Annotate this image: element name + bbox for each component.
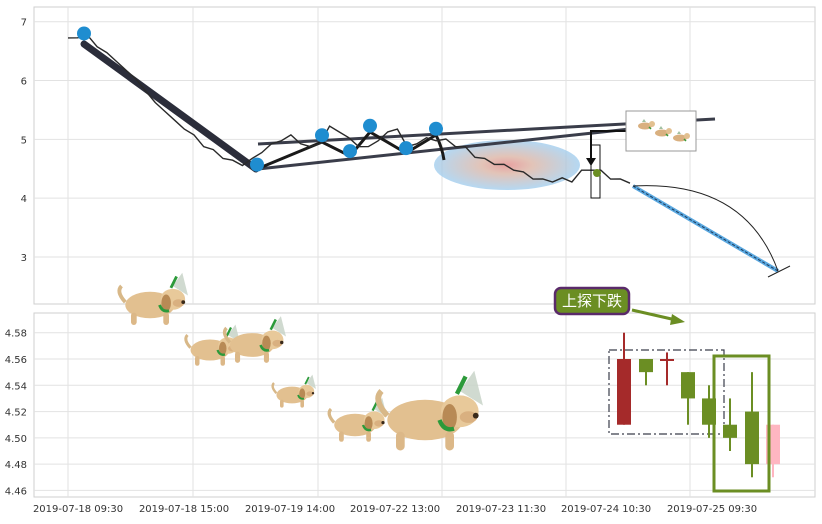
- x-axis-labels: 2019-07-18 09:30 2019-07-18 15:00 2019-07-…: [33, 504, 757, 515]
- bottom-y-tick-label: 4.56: [5, 355, 27, 366]
- x-tick-label: 2019-07-19 14:00: [245, 504, 335, 515]
- x-tick-label: 2019-07-18 15:00: [139, 504, 229, 515]
- bottom-y-axis: 4.46 4.48 4.50 4.52 4.54 4.56 4.58: [5, 329, 27, 498]
- candle-body: [681, 372, 695, 399]
- top-y-tick-label: 5: [21, 135, 27, 146]
- lower-channel-line: [257, 127, 631, 171]
- bottom-y-tick-label: 4.48: [5, 460, 27, 471]
- thumbnail-sticker: [625, 110, 697, 152]
- current-point-marker: [593, 169, 601, 177]
- x-tick-label: 2019-07-22 13:00: [350, 504, 440, 515]
- x-tick-label: 2019-07-23 11:30: [456, 504, 546, 515]
- top-panel-frame: [33, 6, 816, 305]
- bottom-y-tick-label: 4.54: [5, 381, 27, 392]
- pivot-marker: [429, 121, 443, 136]
- bottom-y-tick-label: 4.50: [5, 434, 27, 445]
- top-y-axis: 3 4 5 6 7: [21, 18, 27, 264]
- forecast-arc: [632, 185, 779, 272]
- candle-body: [660, 359, 674, 361]
- top-y-tick-label: 3: [21, 253, 27, 264]
- pivot-markers: [77, 26, 443, 172]
- candle-body: [617, 359, 631, 425]
- callout-label: 上探下跌: [553, 286, 631, 316]
- callout-arrow: [631, 308, 677, 322]
- pivot-marker: [363, 118, 377, 133]
- callout-text: 上探下跌: [562, 292, 622, 310]
- bottom-y-tick-label: 4.52: [5, 408, 27, 419]
- x-tick-label: 2019-07-18 09:30: [33, 504, 123, 515]
- forecast-end-marker: [767, 265, 791, 278]
- pivot-marker: [250, 157, 264, 172]
- top-y-tick-label: 6: [21, 77, 27, 88]
- pivot-marker: [315, 128, 329, 143]
- zigzag-tail: [434, 134, 446, 161]
- x-tick-label: 2019-07-25 09:30: [667, 504, 757, 515]
- candle-body: [723, 424, 737, 438]
- forecast-projection-core: [632, 185, 779, 272]
- pattern-box-right: [712, 354, 771, 493]
- price-line: [67, 34, 631, 184]
- bottom-y-tick-label: 4.46: [5, 486, 27, 497]
- pivot-marker: [343, 144, 357, 159]
- candle-body: [745, 411, 759, 465]
- pivot-marker: [77, 26, 91, 41]
- callout-arrowhead-icon: [670, 314, 685, 325]
- candle-body: [639, 359, 653, 373]
- top-y-tick-label: 4: [21, 194, 27, 205]
- pivot-marker: [399, 141, 413, 156]
- x-tick-label: 2019-07-24 10:30: [561, 504, 651, 515]
- pattern-box-left: [608, 349, 725, 435]
- top-y-tick-label: 7: [21, 18, 27, 29]
- bottom-y-tick-label: 4.58: [5, 329, 27, 340]
- downtrend-line: [80, 40, 260, 173]
